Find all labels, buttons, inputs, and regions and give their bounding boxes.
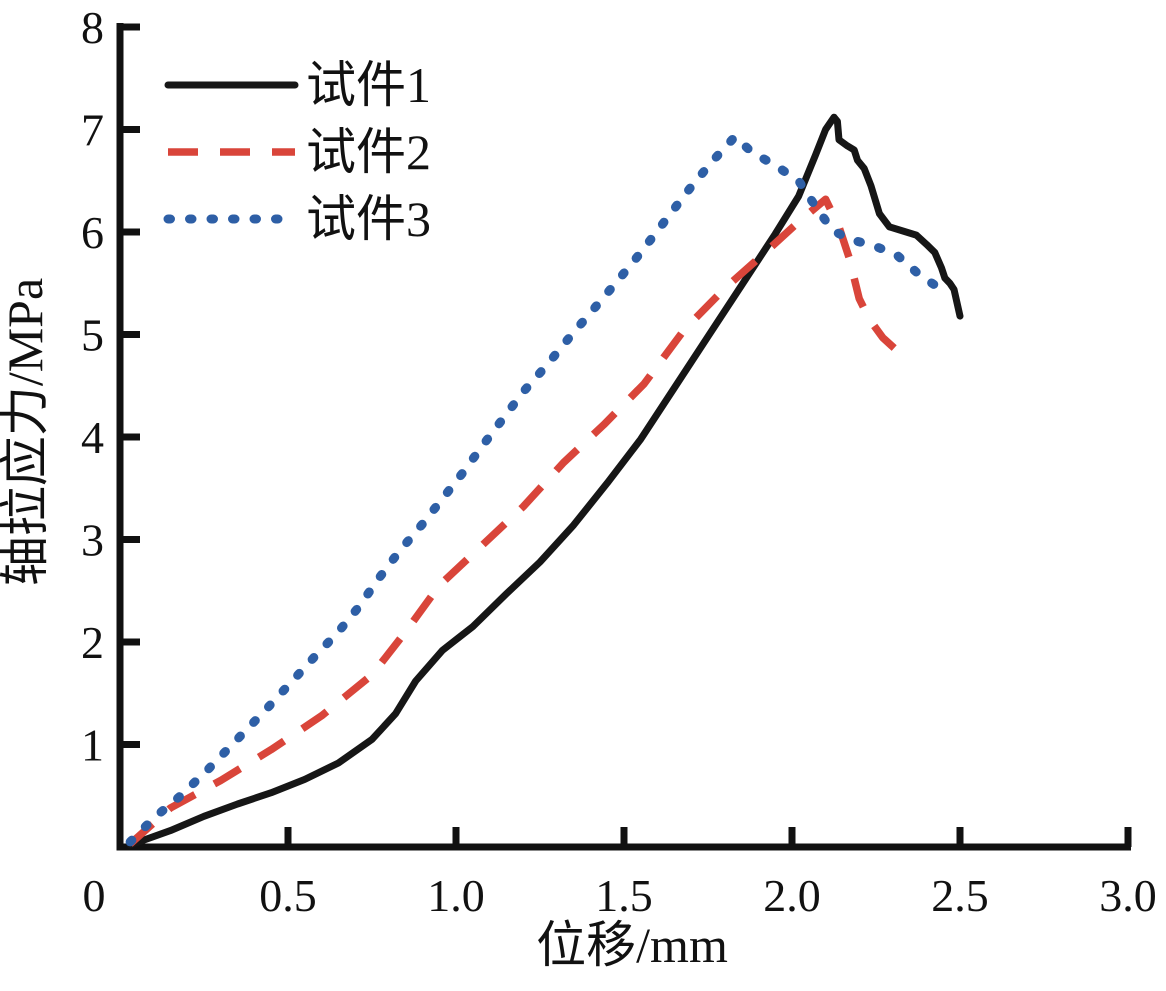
axes-group [116, 23, 1131, 851]
tick-group [120, 23, 1132, 847]
legend-label-2: 试件2 [306, 124, 431, 180]
legend-label-1: 试件1 [306, 57, 431, 113]
x-tick-label: 0.5 [259, 870, 317, 921]
y-tick-label: 7 [81, 105, 104, 156]
origin-tick-label: 0 [83, 870, 106, 921]
y-tick-label: 6 [81, 207, 104, 258]
x-axis-label: 位移/mm [536, 917, 728, 973]
y-tick-label: 1 [81, 720, 104, 771]
x-tick-label: 1.5 [595, 870, 653, 921]
y-tick-label: 4 [81, 412, 104, 463]
x-tick-label: 2.5 [931, 870, 989, 921]
x-tick-label: 1.0 [427, 870, 485, 921]
y-tick-label: 8 [81, 2, 104, 53]
series-line-2 [127, 195, 912, 847]
legend-item-1: 试件1 [164, 57, 431, 113]
x-tick-label: 2.0 [763, 870, 821, 921]
legend-item-3: 试件3 [163, 191, 431, 247]
x-tick-label: 3.0 [1099, 870, 1157, 921]
series-line-1 [126, 113, 964, 849]
legend-group: 试件1 试件2 试件3 [163, 57, 431, 247]
axis-spines [116, 23, 1131, 851]
y-axis-label: 轴拉应力/MPa [0, 278, 53, 586]
y-tick-label: 2 [81, 617, 104, 668]
legend-label-3: 试件3 [306, 191, 431, 247]
legend-item-2: 试件2 [168, 124, 431, 180]
tick-label-group: 1 2 3 4 5 6 7 8 0.5 1.0 1.5 2.0 2.5 3.0 0 [81, 2, 1157, 921]
y-tick-label: 3 [81, 515, 104, 566]
series-line-3 [125, 132, 955, 847]
y-tick-label: 5 [81, 310, 104, 361]
series-group [125, 113, 964, 849]
